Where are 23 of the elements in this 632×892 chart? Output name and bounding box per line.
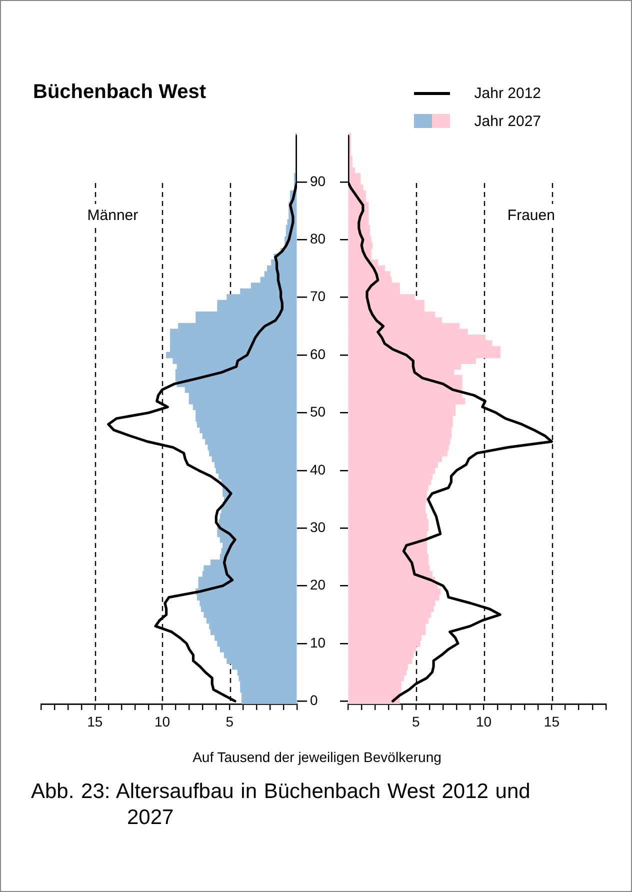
x-tick-label: 10 xyxy=(476,713,492,730)
y-tick-label: 20 xyxy=(310,576,326,593)
y-tick-label: 40 xyxy=(310,461,326,478)
annotation: Frauen xyxy=(507,207,555,224)
chart-title: Büchenbach West xyxy=(33,81,206,104)
x-tick-label: 15 xyxy=(87,713,103,730)
y-tick-label: 0 xyxy=(310,692,318,708)
y-tick-label: 10 xyxy=(310,634,326,650)
x-tick-label: 10 xyxy=(154,713,170,730)
legend-label: Jahr 2012 xyxy=(474,84,541,102)
y-tick-label: 50 xyxy=(310,404,326,420)
x-tick-label: 5 xyxy=(412,713,420,730)
y-tick-label: 80 xyxy=(310,230,326,247)
annotation: Männer xyxy=(87,207,138,224)
y-tick-label: 60 xyxy=(310,346,326,362)
legend-label: Jahr 2027 xyxy=(474,112,541,130)
caption: Abb. 23: Altersaufbau in Büchenbach West 2012 und 2027 xyxy=(31,779,532,831)
x-tick-label: 5 xyxy=(226,713,234,730)
y-tick-label: 70 xyxy=(310,288,326,304)
y-tick-label: 30 xyxy=(310,518,326,535)
y-tick-label: 90 xyxy=(310,172,326,189)
x-tick-label: 15 xyxy=(544,713,560,730)
x-axis-title: Auf Tausend der jeweiligen Bevölkerung xyxy=(192,749,442,765)
